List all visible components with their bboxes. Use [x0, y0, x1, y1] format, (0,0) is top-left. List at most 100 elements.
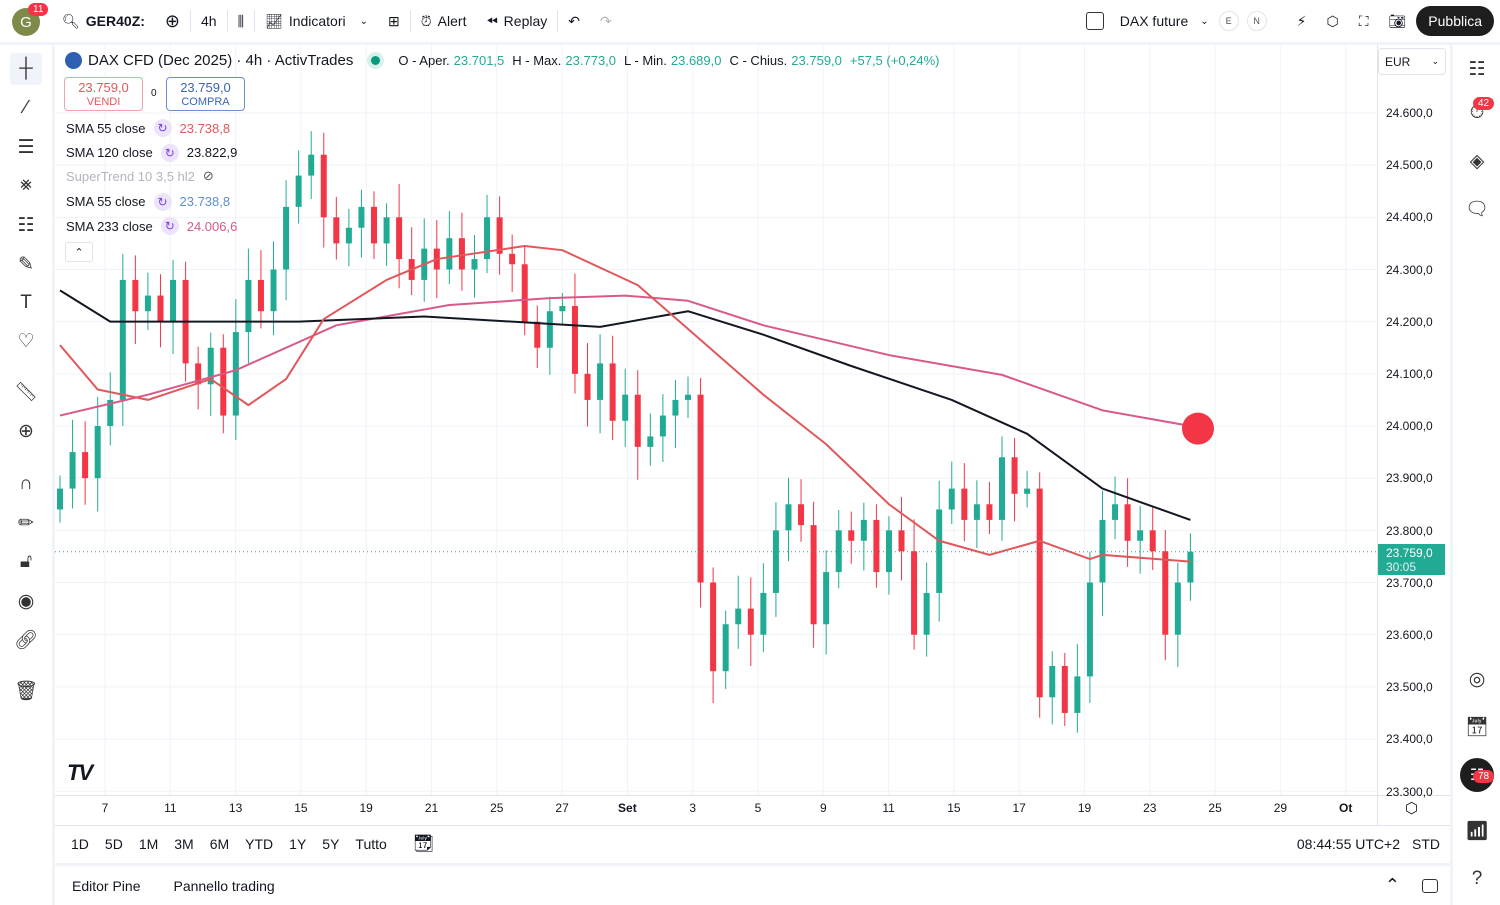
lock-tool[interactable]: 🔓︎ [10, 546, 42, 578]
period-button[interactable]: 1Y [289, 835, 307, 852]
trash-icon: 🗑︎ [13, 681, 39, 702]
e-button[interactable]: E [1218, 11, 1239, 31]
eye-off-icon[interactable]: ⊘ [202, 168, 214, 184]
calendar-goto-icon: 📆︎ [412, 833, 435, 853]
hide-tool[interactable]: ◉ [10, 585, 42, 617]
axis-settings-button[interactable]: ⬡ [1405, 799, 1418, 817]
refresh-icon[interactable]: ↻ [160, 143, 179, 162]
candle-body [647, 436, 654, 447]
magnet-tool[interactable]: ∩ [10, 468, 42, 500]
screener-button[interactable]: ◎ [1463, 665, 1491, 693]
indicator-name: SMA 55 close [66, 120, 146, 136]
indicator-row[interactable]: SMA 120 close ↻ 23.822,9 [66, 143, 238, 162]
indicator-row[interactable]: SMA 233 close ↻ 24.006,6 [66, 217, 237, 236]
publish-button[interactable]: Pubblica [1416, 6, 1494, 36]
help-button[interactable]: ? [1463, 865, 1491, 893]
chart-pane[interactable] [55, 45, 1450, 863]
collapse-legend-button[interactable]: ⌃ [65, 242, 93, 262]
buy-button[interactable]: 23.759,0 COMPRA [166, 77, 245, 111]
chevron-down-icon: ⌄ [359, 15, 369, 27]
icon-tool[interactable]: ♡ [10, 325, 42, 357]
period-button[interactable]: 6M [209, 835, 230, 852]
fib-tool[interactable]: ☰ [10, 131, 42, 163]
tab-pine-editor[interactable]: Editor Pine [72, 877, 141, 894]
fullscreen-button[interactable]: ⛶ [1349, 0, 1379, 42]
layout-button[interactable]: DAX future ⌄ [1076, 0, 1219, 42]
candle-body [622, 394, 629, 421]
zoom-tool[interactable]: ⊕ [10, 415, 42, 447]
settings-button[interactable]: ⬡ [1316, 0, 1348, 42]
candle-body [860, 519, 867, 541]
replay-button[interactable]: ⏪︎ Replay [486, 12, 548, 30]
price-tick: 23.900,0 [1386, 471, 1433, 486]
calendar-button[interactable]: 📅︎ [1463, 713, 1491, 741]
date-tick: 19 [1077, 801, 1092, 815]
templates-button[interactable]: ⊞ [378, 0, 410, 42]
refresh-icon[interactable]: ↻ [153, 119, 172, 137]
chevron-up-icon[interactable]: ⌃ [1384, 875, 1400, 895]
clock[interactable]: 08:44:55 UTC+2 [1296, 835, 1400, 852]
gear-icon: ⬡ [1326, 12, 1339, 29]
measure-tool[interactable]: 📏︎ [10, 376, 42, 408]
period-button[interactable]: YTD [245, 835, 274, 852]
text-tool[interactable]: T [10, 287, 42, 319]
currency-select[interactable]: EUR ⌄ [1378, 48, 1446, 75]
candle-body [144, 295, 151, 312]
period-button[interactable]: 1M [138, 835, 159, 852]
candle-body [94, 426, 101, 479]
pattern-tool[interactable]: ⨳ [10, 169, 42, 201]
refresh-icon[interactable]: ↻ [153, 192, 172, 211]
refresh-icon[interactable]: ↻ [160, 217, 179, 236]
date-tick: 23 [1143, 801, 1157, 815]
axis-divider [55, 795, 1450, 796]
indicator-row[interactable]: SMA 55 close ↻ 23.738,8 [66, 119, 230, 137]
date-tick: 3 [689, 801, 697, 815]
date-range-button[interactable]: 📆︎ [413, 834, 435, 854]
undo-button[interactable]: ↶ [558, 0, 590, 42]
price-chart[interactable] [55, 45, 1377, 795]
period-button[interactable]: 5Y [322, 835, 340, 852]
quick-search-button[interactable]: ⚡︎ [1287, 0, 1317, 42]
symbol-title[interactable]: DAX CFD (Dec 2025) · 4h · ActivTrades [88, 52, 354, 69]
redo-button[interactable]: ↷ [590, 0, 622, 42]
heart-icon: ♡ [17, 330, 35, 352]
prediction-tool[interactable]: ☷ [10, 209, 42, 241]
zoom-in-icon: ⊕ [18, 420, 34, 442]
delete-tool[interactable]: 🗑︎ [10, 675, 42, 707]
price-tick: 23.600,0 [1386, 628, 1433, 642]
period-button[interactable]: 3M [174, 835, 194, 852]
feed-badge: 78 [1473, 770, 1495, 783]
add-symbol-button[interactable]: ⊕ [155, 0, 190, 42]
session-button[interactable]: STD [1412, 835, 1440, 852]
period-button[interactable]: 5D [104, 835, 123, 852]
interval-button[interactable]: 4h [201, 13, 217, 29]
bottom-panel-bar: Editor Pine Pannello trading ⌃ [55, 866, 1450, 905]
maximize-panel-icon[interactable] [1422, 878, 1438, 893]
symbol-search[interactable]: 🔍︎ GER40Z: [62, 12, 145, 30]
sma-120-line [59, 289, 1191, 521]
watchlist-button[interactable]: ☷ [1463, 55, 1491, 83]
indicator-value: 23.822,9 [186, 145, 238, 161]
snapshot-button[interactable]: 📷︎ [1379, 0, 1417, 42]
plus-circle-icon: ⊕ [164, 10, 180, 31]
sell-button[interactable]: 23.759,0 VENDI [64, 77, 143, 111]
link-tool[interactable]: 🔗︎ [10, 624, 42, 656]
tab-trading-panel[interactable]: Pannello trading [173, 877, 275, 894]
object-tree-button[interactable]: ◈ [1463, 147, 1491, 175]
crosshair-tool[interactable]: ┼ [10, 53, 42, 85]
indicators-button[interactable]: 📈︎ Indicatori ⌄ [265, 12, 369, 30]
stay-drawing-tool[interactable]: ✏︎ [10, 507, 42, 539]
alert-button[interactable]: ⏰︎ Alert [420, 12, 467, 30]
indicator-row[interactable]: SuperTrend 10 3,5 hl2 ⊘ [66, 168, 214, 184]
indicator-row[interactable]: SMA 55 close ↻ 23.738,8 [66, 192, 230, 211]
period-button[interactable]: 1D [71, 835, 89, 852]
brush-tool[interactable]: ✎ [10, 248, 42, 280]
period-button[interactable]: Tutto [355, 835, 387, 852]
chart-type-button[interactable]: ⫼ [228, 0, 254, 42]
chevron-down-icon: ⌄ [1431, 56, 1439, 66]
date-tick: 25 [1208, 801, 1222, 815]
chat-button[interactable]: 🗨︎ [1463, 195, 1491, 223]
trendline-tool[interactable]: ∕ [10, 92, 42, 124]
n-button[interactable]: N [1246, 11, 1267, 31]
news-feed-button[interactable]: 📶︎ [1463, 817, 1491, 845]
